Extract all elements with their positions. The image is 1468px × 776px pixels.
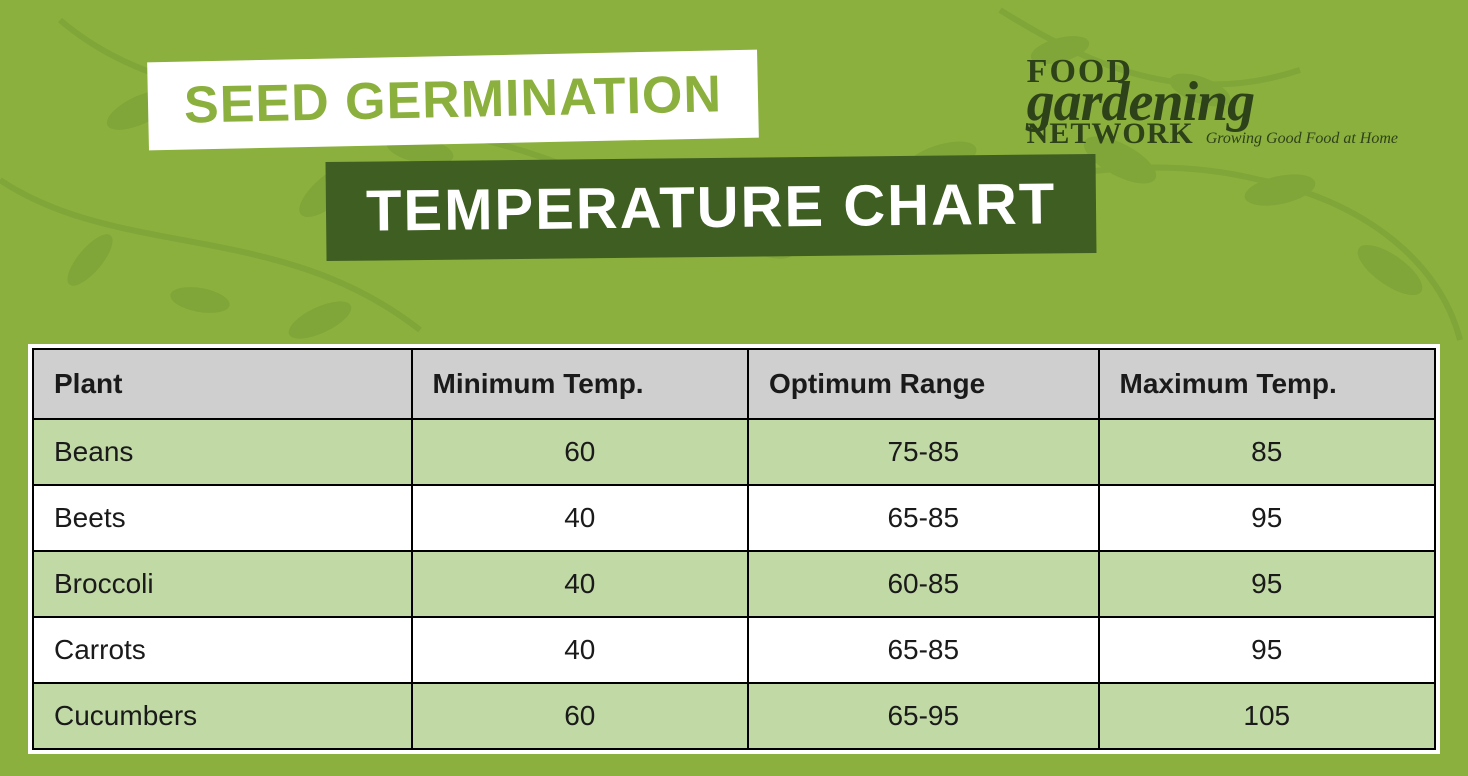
table-row: Broccoli4060-8595 (33, 551, 1435, 617)
title-line-1: SEED GERMINATION (147, 50, 759, 151)
brand-logo: FOOD gardening NETWORK Growing Good Food… (1027, 58, 1398, 146)
title-line-2: TEMPERATURE CHART (326, 154, 1097, 261)
col-header-min: Minimum Temp. (412, 349, 748, 419)
cell-max-temp: 105 (1099, 683, 1436, 749)
logo-tagline: Growing Good Food at Home (1206, 132, 1398, 145)
cell-max-temp: 95 (1099, 617, 1436, 683)
germination-table: Plant Minimum Temp. Optimum Range Maximu… (32, 348, 1436, 750)
cell-min-temp: 60 (412, 683, 748, 749)
cell-max-temp: 95 (1099, 551, 1436, 617)
cell-plant: Cucumbers (33, 683, 412, 749)
cell-min-temp: 60 (412, 419, 748, 485)
cell-optimum-range: 65-85 (748, 485, 1099, 551)
cell-optimum-range: 65-95 (748, 683, 1099, 749)
table-row: Carrots4065-8595 (33, 617, 1435, 683)
cell-max-temp: 95 (1099, 485, 1436, 551)
cell-min-temp: 40 (412, 551, 748, 617)
cell-plant: Beets (33, 485, 412, 551)
cell-plant: Beans (33, 419, 412, 485)
header-region: SEED GERMINATION TEMPERATURE CHART FOOD … (0, 0, 1468, 56)
cell-plant: Carrots (33, 617, 412, 683)
table-row: Beans6075-8585 (33, 419, 1435, 485)
germination-table-container: Plant Minimum Temp. Optimum Range Maximu… (28, 344, 1440, 754)
table-row: Beets4065-8595 (33, 485, 1435, 551)
cell-plant: Broccoli (33, 551, 412, 617)
page-background: SEED GERMINATION TEMPERATURE CHART FOOD … (0, 0, 1468, 776)
cell-min-temp: 40 (412, 617, 748, 683)
col-header-plant: Plant (33, 349, 412, 419)
cell-max-temp: 85 (1099, 419, 1436, 485)
cell-min-temp: 40 (412, 485, 748, 551)
col-header-max: Maximum Temp. (1099, 349, 1436, 419)
cell-optimum-range: 75-85 (748, 419, 1099, 485)
logo-word-network: NETWORK (1027, 122, 1194, 147)
cell-optimum-range: 60-85 (748, 551, 1099, 617)
table-header-row: Plant Minimum Temp. Optimum Range Maximu… (33, 349, 1435, 419)
table-row: Cucumbers6065-95105 (33, 683, 1435, 749)
col-header-optimum: Optimum Range (748, 349, 1099, 419)
cell-optimum-range: 65-85 (748, 617, 1099, 683)
